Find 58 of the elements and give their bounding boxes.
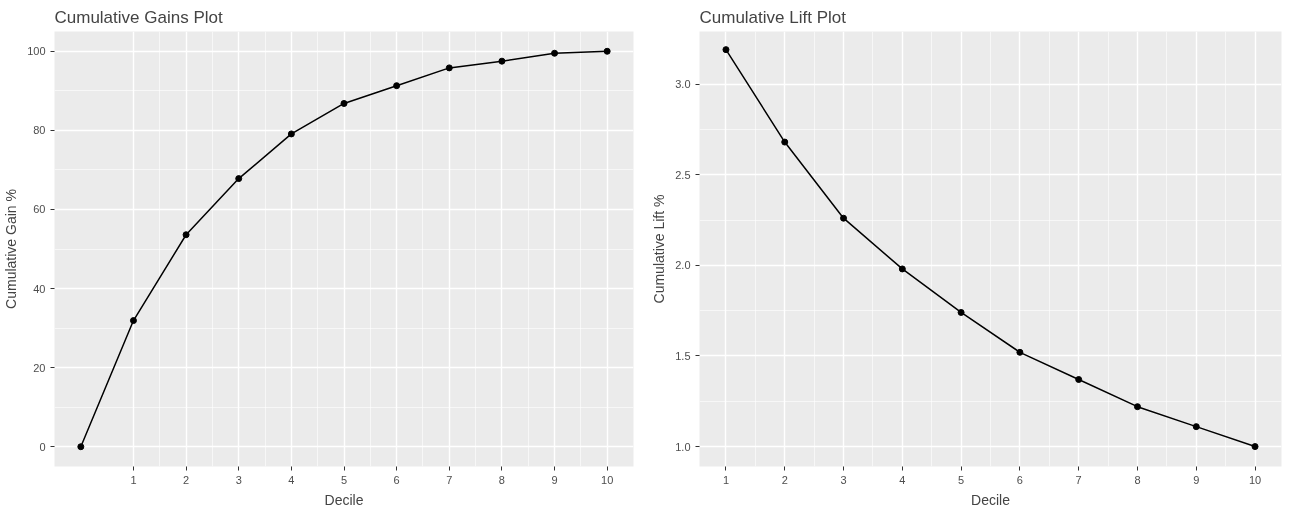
y-tick-label: 100 — [27, 45, 46, 58]
x-tick-label: 7 — [446, 473, 453, 486]
chart-title: Cumulative Gains Plot — [54, 7, 223, 27]
point — [898, 265, 906, 273]
point — [1133, 403, 1141, 411]
x-tick-label: 1 — [722, 473, 730, 486]
x-tick-label: 8 — [498, 473, 505, 486]
point — [1016, 348, 1024, 356]
x-tick-label: 5 — [340, 473, 348, 486]
x-tick-label: 8 — [1134, 473, 1141, 486]
y-tick-label: 20 — [33, 361, 46, 374]
point — [340, 99, 348, 107]
point — [551, 49, 559, 57]
x-tick-label: 2 — [183, 473, 190, 486]
x-tick-label: 5 — [958, 473, 965, 486]
point — [393, 82, 401, 90]
x-tick-label: 3 — [840, 473, 847, 486]
x-tick-label: 2 — [781, 473, 788, 486]
x-tick-label: 9 — [1193, 473, 1200, 486]
point — [77, 443, 85, 451]
x-tick-label: 4 — [288, 473, 295, 486]
x-axis-title: Decile — [971, 491, 1011, 508]
y-tick-label: 3.0 — [675, 78, 691, 91]
x-tick-label: 9 — [551, 473, 558, 486]
y-axis-title: Cumulative Gain % — [3, 189, 20, 309]
chart-title: Cumulative Lift Plot — [699, 7, 847, 27]
point — [1075, 376, 1083, 383]
x-axis-title: Decile — [324, 491, 364, 508]
y-tick-label: 2.5 — [675, 168, 691, 181]
point — [445, 64, 453, 72]
x-tick-label: 10 — [601, 473, 614, 486]
x-tick-label: 3 — [235, 473, 242, 486]
x-tick-label: 7 — [1075, 473, 1082, 486]
y-tick-label: 80 — [33, 124, 46, 137]
point — [1192, 423, 1200, 431]
point — [287, 130, 295, 138]
y-tick-label: 40 — [33, 282, 46, 295]
x-tick-label: 6 — [393, 473, 400, 486]
y-tick-label: 1.5 — [675, 349, 691, 362]
point — [235, 175, 243, 183]
y-tick-label: 60 — [33, 203, 46, 216]
y-tick-label: 2.0 — [675, 259, 691, 272]
point — [498, 57, 506, 65]
x-tick-label: 10 — [1248, 473, 1262, 486]
point — [957, 308, 965, 316]
point — [182, 231, 190, 239]
y-tick-label: 0 — [39, 440, 46, 453]
x-tick-label: 4 — [899, 473, 906, 486]
point — [1251, 443, 1259, 451]
x-tick-label: 6 — [1016, 473, 1023, 486]
point — [840, 214, 848, 222]
y-axis-title: Cumulative Lift % — [651, 194, 668, 304]
y-tick-label: 1.0 — [675, 440, 691, 453]
point — [722, 46, 730, 54]
point — [781, 138, 789, 146]
point — [603, 47, 611, 55]
point — [129, 317, 137, 325]
x-tick-label: 1 — [130, 473, 137, 486]
